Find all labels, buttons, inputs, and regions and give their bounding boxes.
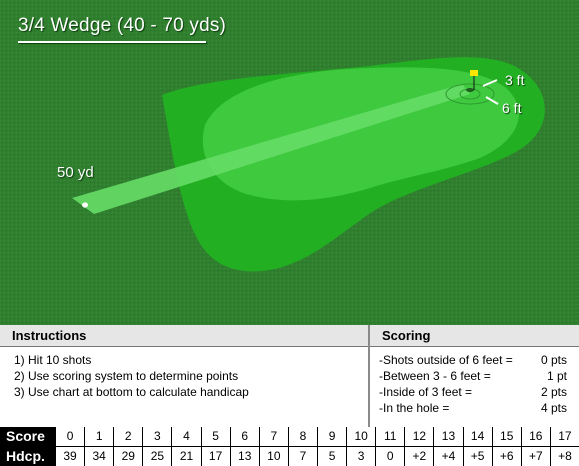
hole: [466, 88, 474, 92]
handicap-cell: 0: [376, 447, 405, 466]
score-cell: 10: [347, 427, 376, 446]
target-line: [72, 84, 470, 214]
ball-icon: [82, 202, 88, 208]
scoring-rule-label: -Inside of 3 feet =: [379, 385, 473, 399]
ring-6ft-label: 6 ft: [502, 100, 522, 116]
handicap-cell: 5: [317, 447, 347, 466]
green-illustration: [0, 0, 579, 325]
handicap-cell: 34: [85, 447, 114, 466]
instruction-item: 3) Use chart at bottom to calculate hand…: [14, 385, 249, 399]
flag-icon: [470, 70, 478, 76]
handicap-cell: 21: [172, 447, 201, 466]
score-cell: 5: [201, 427, 230, 446]
score-cell: 14: [463, 427, 492, 446]
instructions-header: Instructions: [0, 325, 368, 347]
handicap-cell: 7: [288, 447, 317, 466]
handicap-row: Hdcp. 39 34 29 25 21 17 13 10 7 5 3 0 +2 +4 +5 +6 +7 +8: [0, 447, 579, 466]
score-cell: 3: [143, 427, 172, 446]
handicap-cell: 17: [201, 447, 230, 466]
handicap-cell: 10: [259, 447, 288, 466]
handicap-row-header: Hdcp.: [6, 448, 45, 464]
handicap-cell: 29: [114, 447, 143, 466]
target-ring-6ft: [445, 83, 495, 105]
score-cell: 6: [230, 427, 259, 446]
scoring-rule-value: 1 pt: [546, 369, 567, 383]
score-cell: 11: [376, 427, 405, 446]
pointer-6ft: [485, 96, 499, 105]
scoring-rule-label: -Between 3 - 6 feet =: [379, 369, 491, 383]
score-cell: 4: [172, 427, 201, 446]
score-cell: 8: [288, 427, 317, 446]
score-cell: 12: [405, 427, 434, 446]
handicap-cell: +7: [521, 447, 550, 466]
handicap-cell: +6: [492, 447, 521, 466]
handicap-cell: 3: [347, 447, 376, 466]
score-cell: 1: [85, 427, 114, 446]
score-row: Score 0 1 2 3 4 5 6 7 8 9 10 11 12 13 14 15 16 17: [0, 427, 579, 446]
score-cell: 2: [114, 427, 143, 446]
score-cell: 15: [492, 427, 521, 446]
scoring-rule-value: 2 pts: [540, 385, 567, 399]
score-cell: 7: [259, 427, 288, 446]
handicap-cell: 13: [230, 447, 259, 466]
title-underline: [18, 41, 206, 43]
golf-green-scene: 3/4 Wedge (40 - 70 yds) 50 yd 3 ft 6 ft: [0, 0, 579, 325]
handicap-cell: +2: [405, 447, 434, 466]
scoring-rule-label: -Shots outside of 6 feet =: [379, 353, 513, 367]
score-row-header: Score: [6, 428, 45, 444]
distance-label: 50 yd: [57, 164, 94, 181]
handicap-table: Score 0 1 2 3 4 5 6 7 8 9 10 11 12 13 14 15 16 17 Hdcp. 3…: [0, 427, 579, 466]
ring-3ft-label: 3 ft: [505, 72, 525, 88]
score-cell: 9: [317, 427, 347, 446]
scoring-rule-label: -In the hole =: [379, 401, 450, 415]
page-title: 3/4 Wedge (40 - 70 yds): [18, 15, 227, 36]
pointer-3ft: [482, 79, 498, 87]
instruction-item: 2) Use scoring system to determine point…: [14, 369, 239, 383]
score-cells: 0 1 2 3 4 5 6 7 8 9 10 11 12 13 14 15 16 17: [55, 427, 579, 446]
handicap-cell: +4: [434, 447, 463, 466]
handicap-cell: +5: [463, 447, 492, 466]
handicap-cell: +8: [550, 447, 579, 466]
score-cell: 0: [56, 427, 85, 446]
score-cell: 16: [521, 427, 550, 446]
scoring-header: Scoring: [370, 325, 579, 347]
handicap-cell: 39: [56, 447, 85, 466]
info-panel: Instructions Scoring 1) Hit 10 shots 2) …: [0, 325, 579, 427]
handicap-cell: 25: [143, 447, 172, 466]
score-cell: 13: [434, 427, 463, 446]
handicap-cells: 39 34 29 25 21 17 13 10 7 5 3 0 +2 +4 +5 +6 +7 +8: [55, 447, 579, 466]
panel-divider: [368, 325, 370, 427]
score-cell: 17: [550, 427, 579, 446]
scoring-rule-value: 0 pts: [540, 353, 567, 367]
scoring-rule-value: 4 pts: [540, 401, 567, 415]
instruction-item: 1) Hit 10 shots: [14, 353, 92, 367]
